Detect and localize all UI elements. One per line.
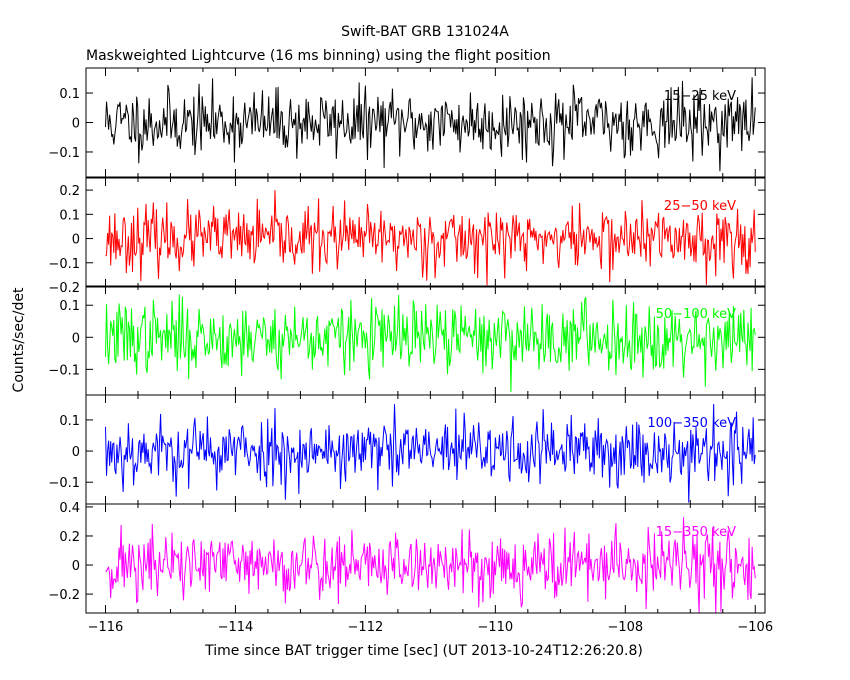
y-tick-label: −0.1 bbox=[48, 257, 80, 272]
y-axis-label: Counts/sec/det bbox=[11, 287, 27, 392]
series-line-15-25-kev bbox=[104, 77, 756, 172]
y-tick-label: 0.2 bbox=[59, 184, 80, 199]
y-tick-label: −0.1 bbox=[48, 146, 80, 161]
band-label: 50−100 keV bbox=[656, 307, 736, 322]
y-tick-label: 0.1 bbox=[59, 299, 80, 314]
x-tick-label: −110 bbox=[477, 620, 513, 635]
series-line-25-50-kev bbox=[105, 190, 756, 286]
x-tick-label: −108 bbox=[607, 620, 643, 635]
y-tick-label: 0 bbox=[72, 331, 80, 346]
y-tick-label: −0.1 bbox=[48, 363, 80, 378]
series-line-15-350-kev bbox=[105, 517, 756, 613]
y-tick-label: 0 bbox=[72, 445, 80, 460]
chart-title: Swift-BAT GRB 131024A bbox=[341, 24, 509, 40]
y-tick-label: 0.1 bbox=[59, 414, 80, 429]
y-tick-label: 0.4 bbox=[59, 501, 80, 516]
y-tick-label: 0.1 bbox=[59, 208, 80, 223]
y-tick-label: −0.1 bbox=[48, 476, 80, 491]
band-label: 15−25 keV bbox=[664, 89, 736, 104]
panels-group: 0.1 0 −0.1 15−25 keV 0.2 0.1 0 −0.1 −0.2 25−50 ke… bbox=[48, 67, 773, 635]
chart-subtitle: Maskweighted Lightcurve (16 ms binning) … bbox=[86, 48, 551, 64]
x-tick-label: −106 bbox=[737, 620, 773, 635]
y-tick-label: −0.2 bbox=[48, 281, 80, 296]
band-label: 25−50 keV bbox=[664, 199, 736, 214]
x-tick-label: −112 bbox=[348, 620, 384, 635]
y-tick-label: 0.2 bbox=[59, 530, 80, 545]
y-tick-label: 0.1 bbox=[59, 87, 80, 102]
band-label: 15−350 keV bbox=[656, 525, 736, 540]
panel-frame bbox=[85, 177, 766, 288]
y-tick-label: −0.2 bbox=[48, 588, 80, 603]
band-label: 100−350 keV bbox=[647, 416, 736, 431]
series-line-100-350-kev bbox=[104, 404, 756, 503]
y-tick-label: 0 bbox=[72, 233, 80, 248]
series-line-50-100-kev bbox=[104, 294, 756, 393]
panel-frame bbox=[85, 503, 766, 614]
y-tick-label: 0 bbox=[72, 117, 80, 132]
x-tick-label: −116 bbox=[88, 620, 124, 635]
x-axis-label: Time since BAT trigger time [sec] (UT 20… bbox=[204, 643, 643, 659]
x-tick-label: −114 bbox=[218, 620, 254, 635]
y-tick-label: 0 bbox=[72, 559, 80, 574]
